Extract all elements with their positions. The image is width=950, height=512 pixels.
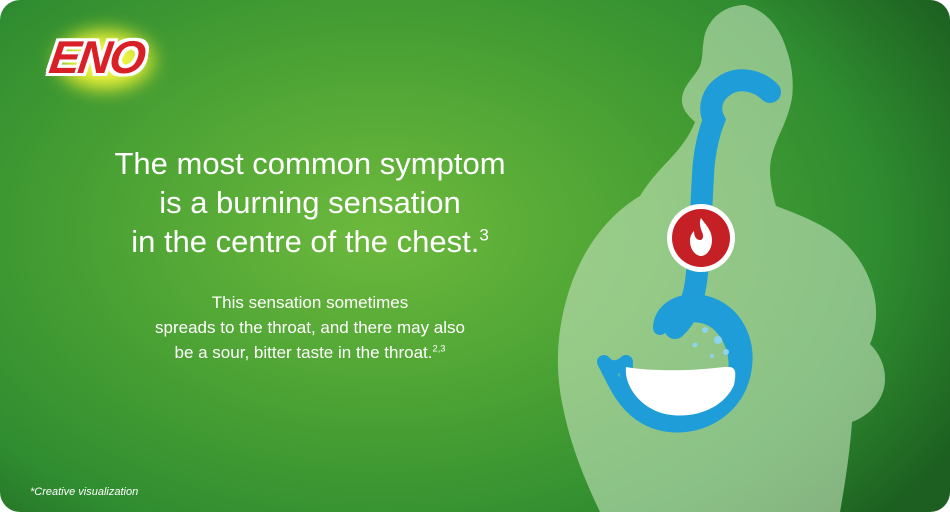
body-diagram xyxy=(490,0,910,512)
eno-logo: ENO xyxy=(40,20,170,100)
logo-text: ENO xyxy=(46,30,147,84)
subtext: This sensation sometimesspreads to the t… xyxy=(60,291,560,365)
infographic-panel: ENO The most common symptomis a burning … xyxy=(0,0,950,512)
fire-badge-icon xyxy=(667,204,735,272)
headline: The most common symptomis a burning sens… xyxy=(60,145,560,261)
footnote: *Creative visualization xyxy=(30,486,138,498)
text-block: The most common symptomis a burning sens… xyxy=(60,145,560,365)
